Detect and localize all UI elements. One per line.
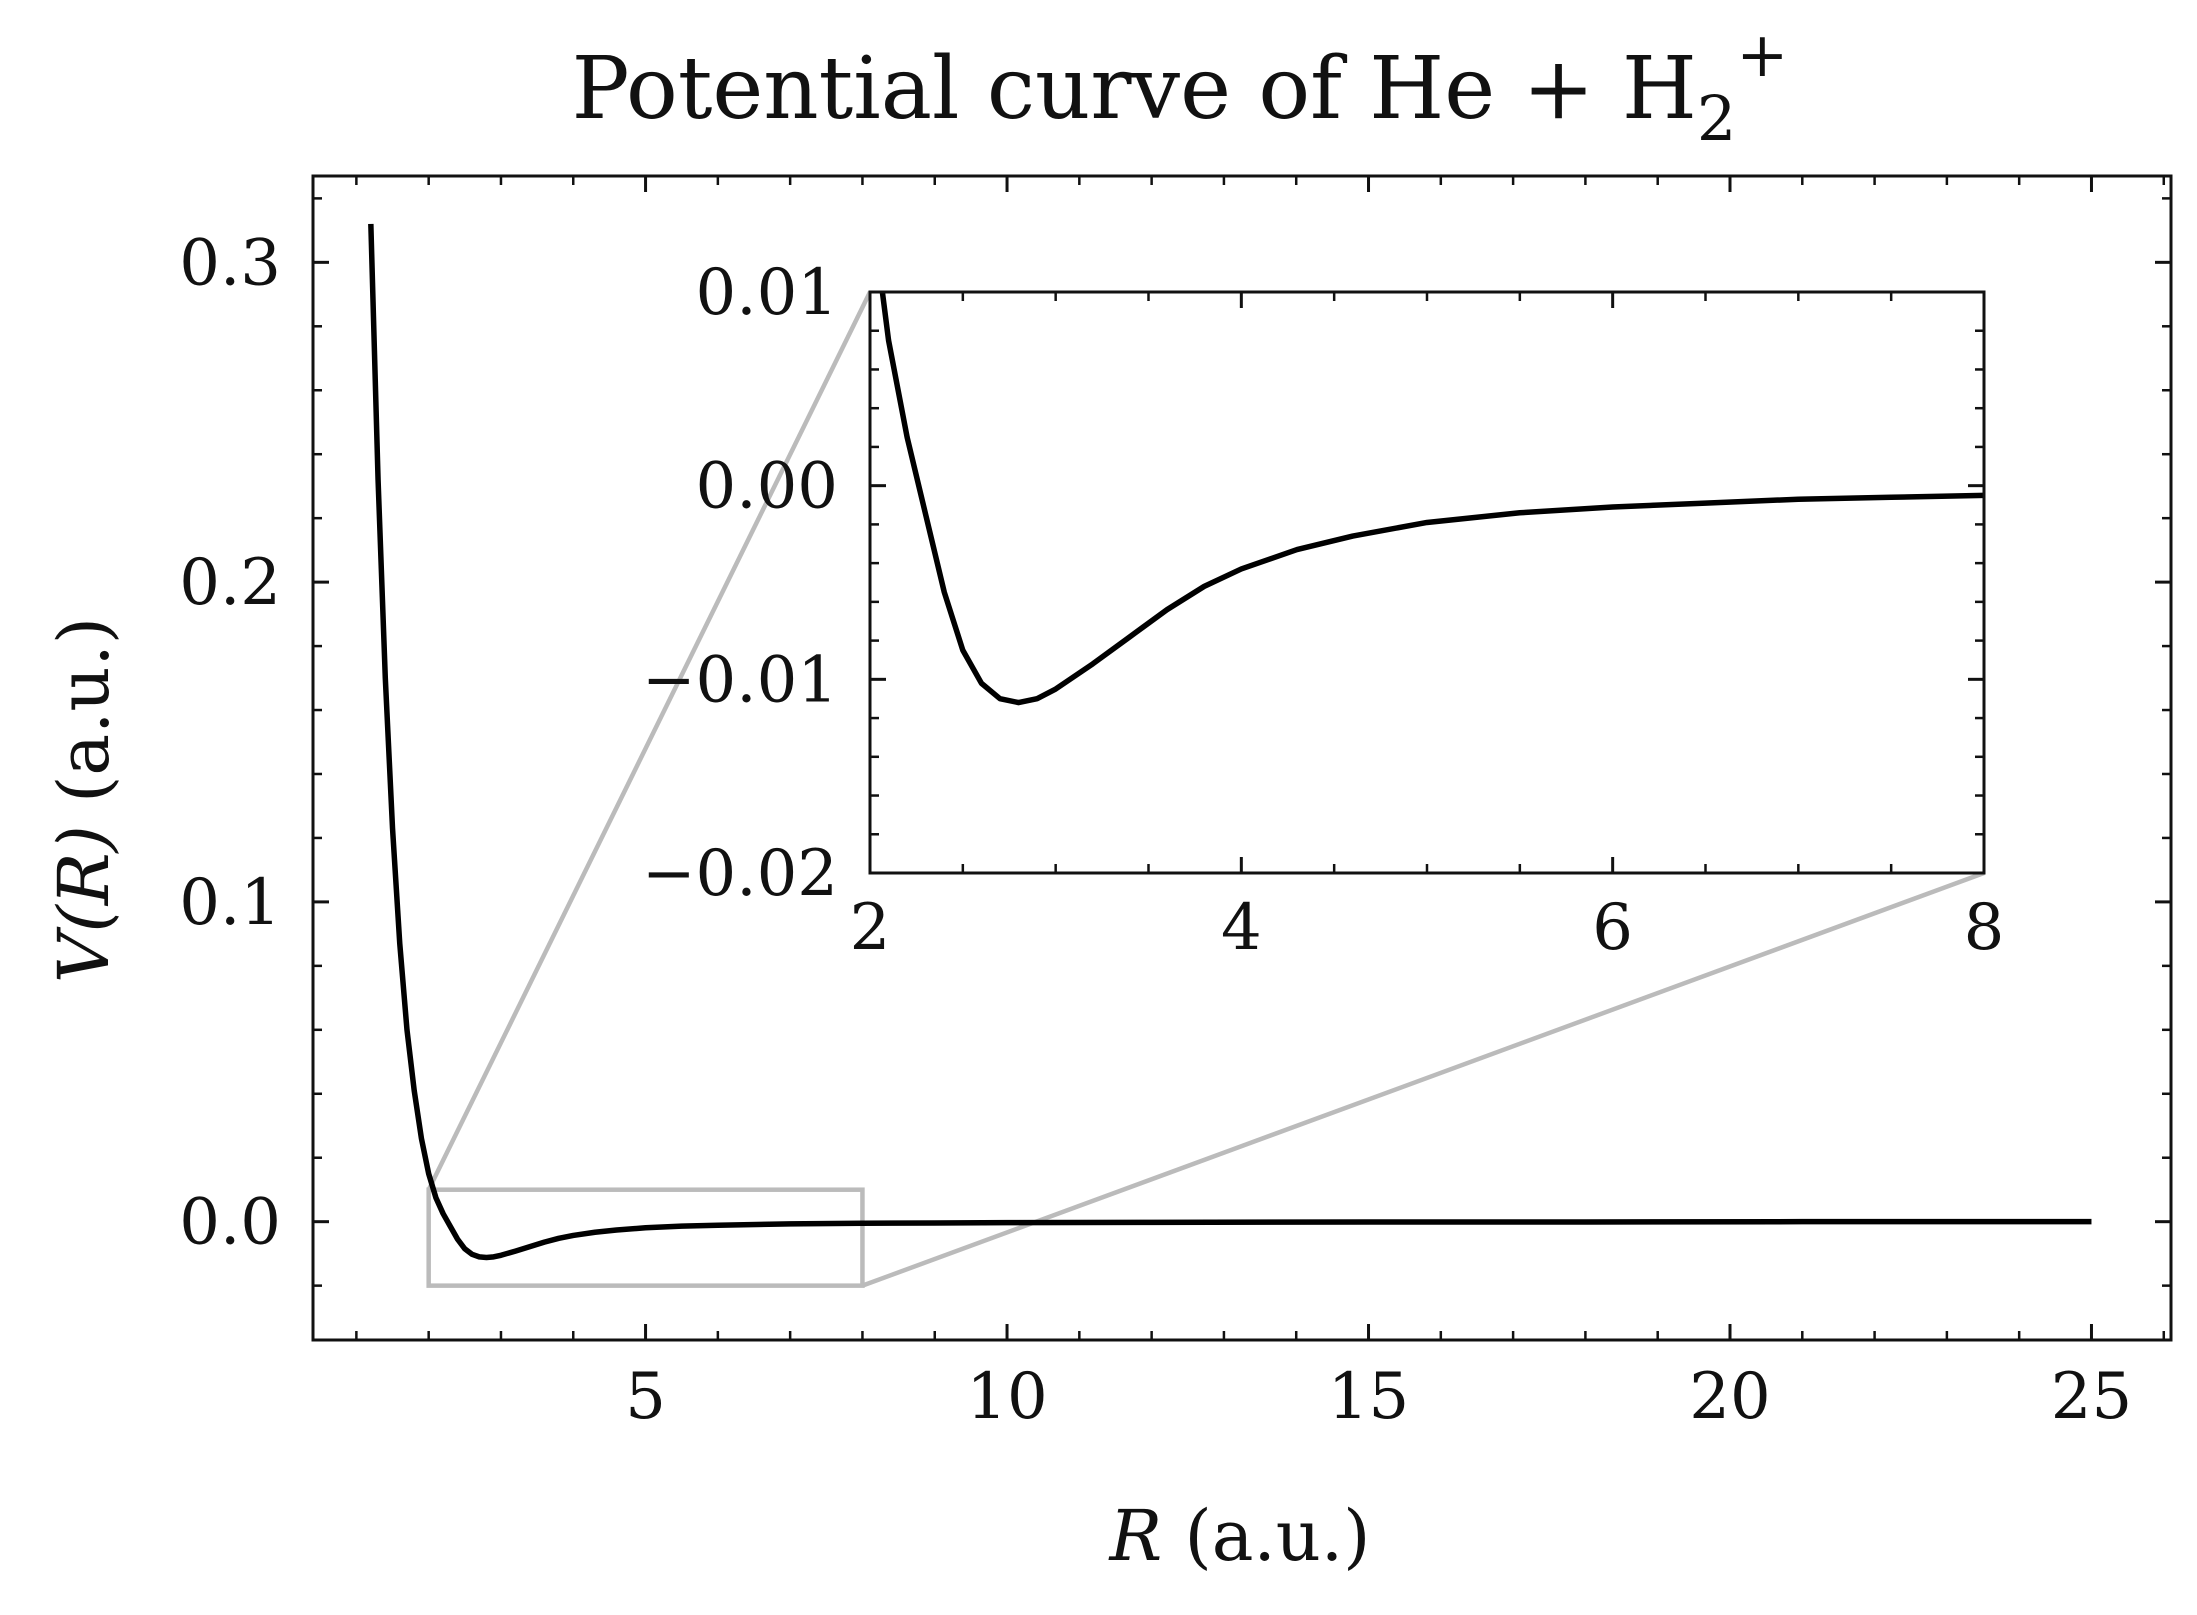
main-y-tick-label: 0.1 [179,866,281,940]
inset-y-tick-label: 0.00 [696,450,839,524]
main-x-tick-label: 25 [2051,1360,2132,1434]
inset-series-line [879,292,1984,706]
main-ticks [313,176,2171,1340]
inset-x-tick-label: 6 [1592,891,1633,965]
chart-title: Potential curve of He + H2+ [572,18,1789,155]
inset-y-tick-label: −0.01 [642,643,838,717]
chart-title-superscript: + [1736,18,1788,91]
main-x-tick-label: 15 [1328,1360,1409,1434]
inset-tick-labels: 2 4 6 8 −0.02 −0.01 0.00 0.01 [642,256,2004,965]
main-axes-frame [311,174,2173,1342]
inset-axes-frame [868,290,1986,875]
x-axis-label-unit: (a.u.) [1162,1495,1370,1577]
inset-x-tick-label: 8 [1964,891,2005,965]
inset-x-tick-label: 4 [1221,891,1262,965]
inset-axes: 2 4 6 8 −0.02 −0.01 0.00 0.01 [642,256,2004,965]
main-y-tick-label: 0.0 [179,1186,281,1260]
zoom-connector-line [861,870,1985,1288]
main-plot-area [368,223,2092,1261]
y-axis-label-unit: (a.u.) [43,617,125,825]
chart-title-subscript: 2 [1697,82,1736,155]
main-tick-labels: 5 10 15 20 25 0.0 0.1 0.2 0.3 [179,226,2132,1434]
x-axis-label-variable: R [1108,1495,1163,1577]
main-y-tick-label: 0.2 [179,546,281,620]
inset-x-tick-label: 2 [850,891,891,965]
main-x-tick-label: 5 [625,1360,666,1434]
zoom-box [426,1187,865,1288]
main-axes: 5 10 15 20 25 0.0 0.1 0.2 0.3 [179,174,2173,1434]
y-axis-label-variable: V(R) [43,825,125,983]
y-axis-label: V(R) (a.u.) [43,617,125,983]
main-x-tick-label: 20 [1689,1360,1770,1434]
x-axis-label: R (a.u.) [1108,1495,1371,1577]
main-y-tick-label: 0.3 [179,226,281,300]
zoom-indicator [426,291,1985,1288]
inset-background [870,292,1984,873]
zoom-connector-line [426,291,873,1191]
main-x-tick-label: 10 [966,1360,1047,1434]
inset-y-tick-label: −0.02 [642,837,838,911]
chart-title-main: Potential curve of He + H [572,39,1697,139]
inset-plot-area [879,292,1984,706]
inset-y-tick-label: 0.01 [696,256,839,330]
main-series-line [368,223,2092,1261]
